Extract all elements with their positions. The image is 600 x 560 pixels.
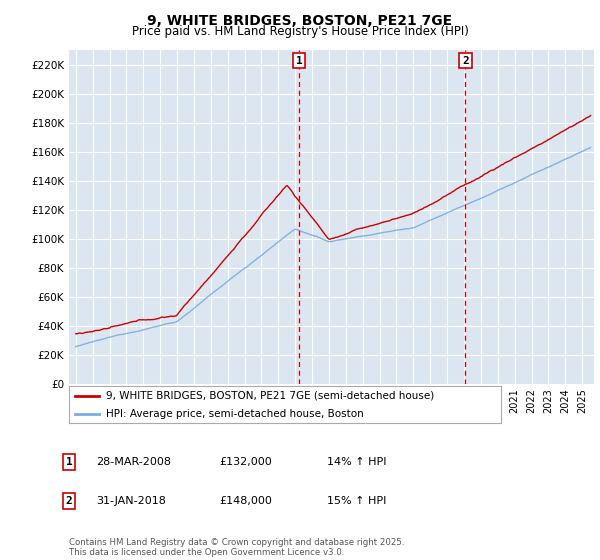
Text: 14% ↑ HPI: 14% ↑ HPI: [327, 457, 386, 467]
Text: Price paid vs. HM Land Registry's House Price Index (HPI): Price paid vs. HM Land Registry's House …: [131, 25, 469, 38]
Text: 9, WHITE BRIDGES, BOSTON, PE21 7GE: 9, WHITE BRIDGES, BOSTON, PE21 7GE: [148, 14, 452, 28]
Text: 31-JAN-2018: 31-JAN-2018: [96, 496, 166, 506]
Text: Contains HM Land Registry data © Crown copyright and database right 2025.
This d: Contains HM Land Registry data © Crown c…: [69, 538, 404, 557]
Text: £148,000: £148,000: [219, 496, 272, 506]
Text: 2: 2: [462, 55, 469, 66]
Text: 28-MAR-2008: 28-MAR-2008: [96, 457, 171, 467]
Text: 1: 1: [296, 55, 302, 66]
Text: HPI: Average price, semi-detached house, Boston: HPI: Average price, semi-detached house,…: [106, 409, 364, 419]
Text: £132,000: £132,000: [219, 457, 272, 467]
Text: 2: 2: [65, 496, 73, 506]
Text: 1: 1: [65, 457, 73, 467]
Text: 9, WHITE BRIDGES, BOSTON, PE21 7GE (semi-detached house): 9, WHITE BRIDGES, BOSTON, PE21 7GE (semi…: [106, 390, 434, 400]
Text: 15% ↑ HPI: 15% ↑ HPI: [327, 496, 386, 506]
